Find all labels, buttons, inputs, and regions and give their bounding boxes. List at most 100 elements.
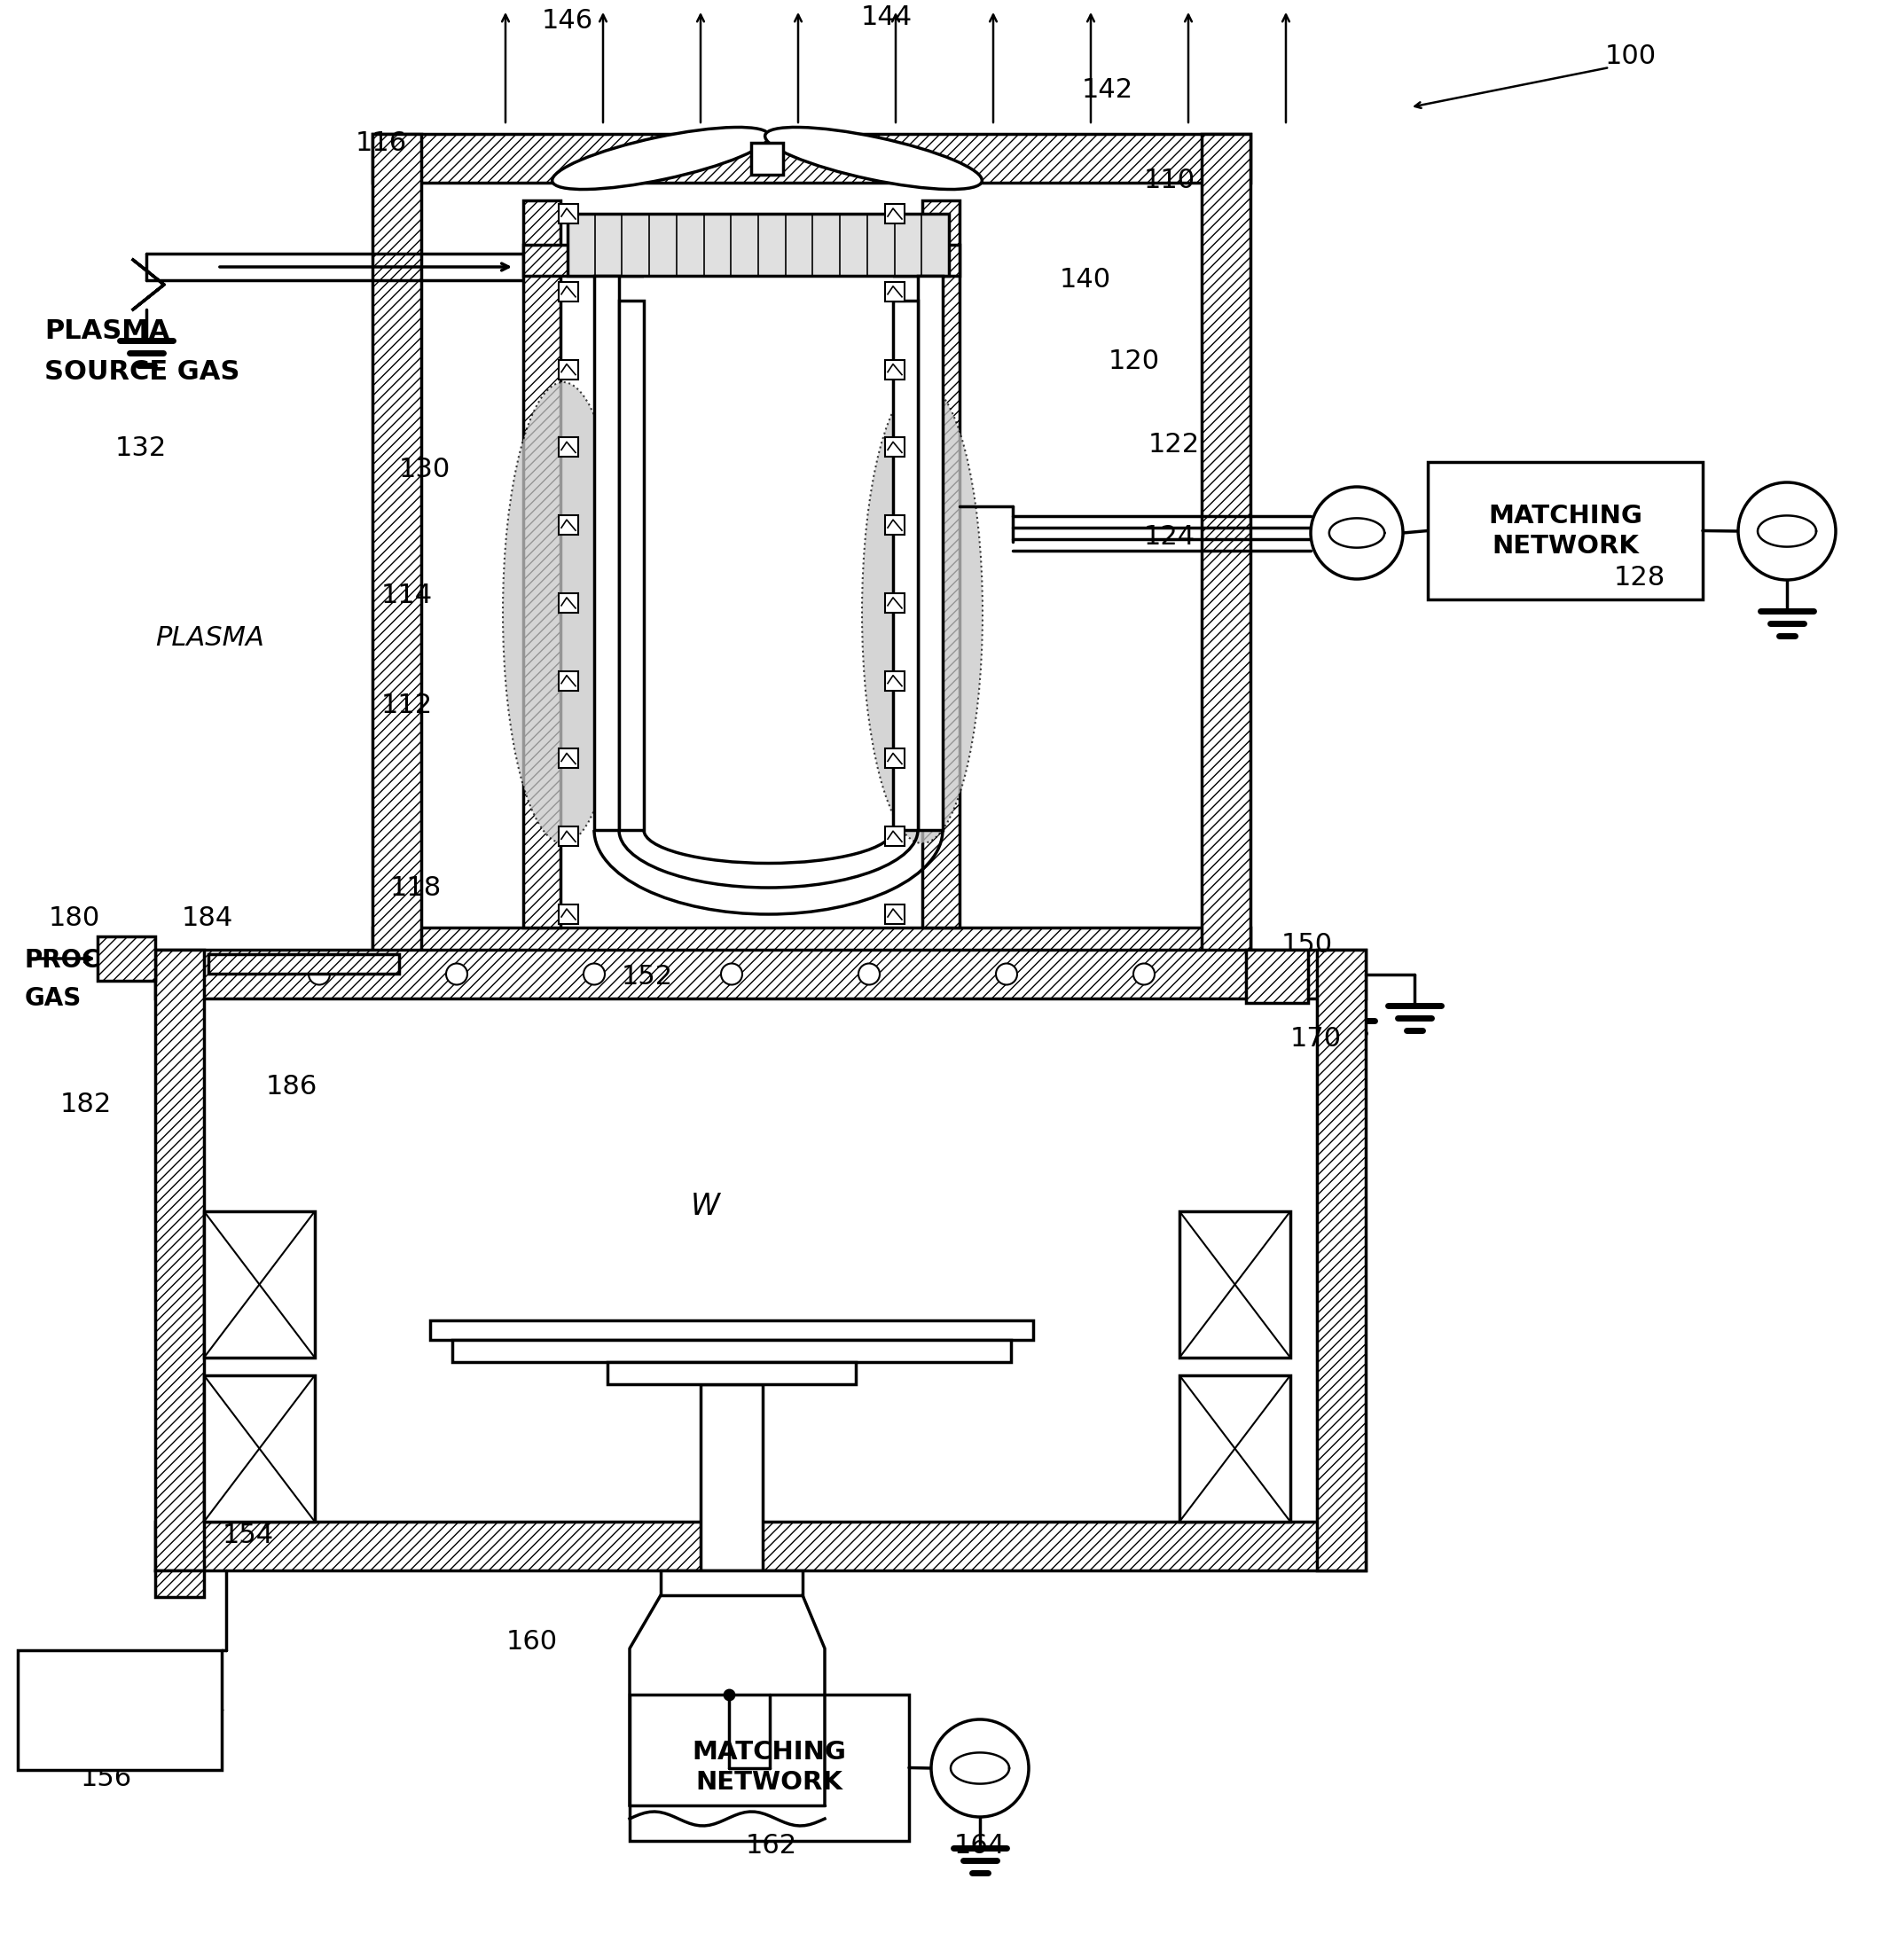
Circle shape xyxy=(996,963,1017,984)
Bar xyxy=(567,213,948,277)
Bar xyxy=(97,936,156,981)
Text: 154: 154 xyxy=(223,1522,274,1547)
Bar xyxy=(558,748,579,768)
Text: PUMP: PUMP xyxy=(82,1715,158,1737)
Text: 100: 100 xyxy=(1605,43,1656,70)
Bar xyxy=(885,905,904,924)
Bar xyxy=(1201,133,1251,977)
Bar xyxy=(453,1340,1011,1362)
Bar xyxy=(558,671,579,690)
Text: 128: 128 xyxy=(1615,565,1666,590)
Text: 146: 146 xyxy=(543,8,594,33)
Bar xyxy=(156,950,204,1570)
Text: PROCESS: PROCESS xyxy=(25,948,152,973)
Bar xyxy=(752,143,783,174)
Bar xyxy=(1179,1211,1291,1358)
Bar xyxy=(524,201,560,928)
Bar xyxy=(373,133,1251,182)
Circle shape xyxy=(308,963,329,984)
Bar xyxy=(204,1211,314,1358)
Ellipse shape xyxy=(552,128,769,190)
Ellipse shape xyxy=(503,383,623,843)
Circle shape xyxy=(722,963,743,984)
Bar xyxy=(558,437,579,456)
Text: 140: 140 xyxy=(1061,267,1112,294)
Text: 152: 152 xyxy=(621,963,674,988)
Bar xyxy=(885,514,904,536)
Bar xyxy=(560,201,922,928)
Text: 126: 126 xyxy=(1325,528,1377,555)
Text: 144: 144 xyxy=(861,4,912,29)
Text: NETWORK: NETWORK xyxy=(1491,534,1639,559)
Circle shape xyxy=(446,963,466,984)
Bar xyxy=(701,1385,764,1570)
Text: 170: 170 xyxy=(1291,1025,1342,1052)
Text: 184: 184 xyxy=(181,905,234,932)
Text: GAS: GAS xyxy=(25,986,82,1011)
Bar xyxy=(558,826,579,847)
Text: 112: 112 xyxy=(381,692,432,719)
Bar xyxy=(885,748,904,768)
Circle shape xyxy=(931,1719,1028,1816)
Bar xyxy=(204,1375,314,1522)
Text: 116: 116 xyxy=(356,130,407,155)
Text: NETWORK: NETWORK xyxy=(695,1770,843,1795)
Text: VACUUM: VACUUM xyxy=(63,1683,177,1706)
Bar xyxy=(918,277,942,830)
Bar xyxy=(922,201,960,928)
Bar xyxy=(885,203,904,224)
Text: 150: 150 xyxy=(1281,932,1333,957)
Bar xyxy=(1179,1375,1291,1522)
Bar xyxy=(885,671,904,690)
Circle shape xyxy=(1738,482,1835,580)
Bar xyxy=(558,594,579,613)
Ellipse shape xyxy=(765,128,982,190)
Text: PLASMA: PLASMA xyxy=(44,317,169,344)
Bar xyxy=(644,277,893,830)
Bar xyxy=(558,282,579,302)
Text: MATCHING: MATCHING xyxy=(693,1741,847,1766)
Bar xyxy=(885,437,904,456)
Bar xyxy=(17,1650,221,1770)
Bar xyxy=(661,1570,803,1596)
Bar xyxy=(558,360,579,379)
Bar xyxy=(204,998,1318,1522)
Circle shape xyxy=(859,963,880,984)
Circle shape xyxy=(1310,487,1403,578)
Bar xyxy=(885,360,904,379)
Text: 120: 120 xyxy=(1108,348,1160,375)
Text: 162: 162 xyxy=(746,1833,798,1859)
Bar xyxy=(373,928,1251,977)
Bar xyxy=(893,300,918,830)
Circle shape xyxy=(583,963,605,984)
Text: W: W xyxy=(691,1191,720,1222)
Bar xyxy=(558,905,579,924)
Bar xyxy=(885,282,904,302)
Text: 160: 160 xyxy=(506,1628,558,1654)
Text: 186: 186 xyxy=(267,1073,318,1100)
Bar xyxy=(156,950,1365,998)
Bar xyxy=(373,133,421,977)
Text: 180: 180 xyxy=(50,905,101,932)
Text: 114: 114 xyxy=(381,582,432,607)
Text: MATCHING: MATCHING xyxy=(1489,503,1643,528)
Bar xyxy=(885,594,904,613)
Bar xyxy=(1245,950,1308,1004)
Bar xyxy=(524,246,960,277)
Text: 164: 164 xyxy=(954,1833,1005,1859)
Bar xyxy=(558,203,579,224)
Text: 124: 124 xyxy=(1144,524,1196,551)
Bar xyxy=(156,1522,1365,1570)
Bar xyxy=(208,953,400,973)
Text: 122: 122 xyxy=(1148,431,1200,456)
Text: 118: 118 xyxy=(390,874,442,901)
Bar xyxy=(1428,462,1702,600)
Bar xyxy=(885,826,904,847)
Ellipse shape xyxy=(863,383,982,843)
Bar xyxy=(430,1321,1034,1340)
Text: 132: 132 xyxy=(116,435,168,460)
Text: 156: 156 xyxy=(80,1766,131,1791)
Text: 182: 182 xyxy=(61,1093,112,1118)
Bar xyxy=(558,514,579,536)
Text: 130: 130 xyxy=(400,456,451,482)
